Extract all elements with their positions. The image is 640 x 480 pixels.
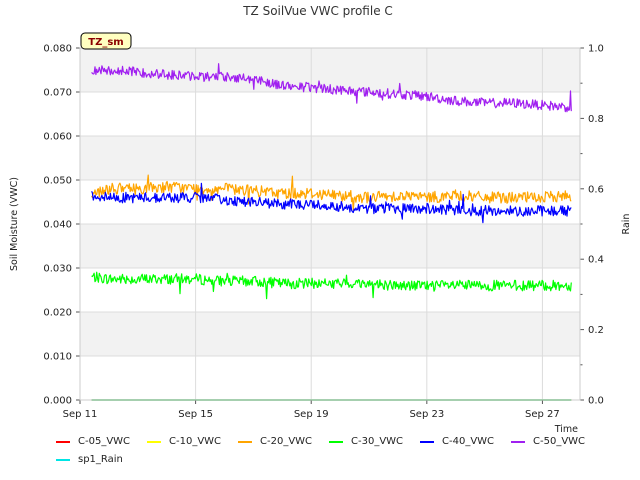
legend-label: C-50_VWC [533,436,586,447]
y-tick-label: 0.030 [43,264,72,275]
y2-tick-label: 0.8 [588,114,604,125]
y-tick-label: 0.050 [43,176,72,187]
legend-label: C-20_VWC [260,436,313,447]
chart: 0.000 0.010 0.020 0.030 0.040 0.050 0.060 0.070… [9,4,632,432]
legend-swatch [238,440,252,443]
legend-item-sp1-rain: sp1_Rain [56,454,123,465]
axes-layer: 0.000 0.010 0.020 0.030 0.040 0.050 0.060 0.070… [43,44,604,421]
x-tick-label: Sep 27 [525,409,560,420]
y2-tick-label: 1.0 [588,44,604,55]
y-tick-label: 0.000 [43,396,72,407]
legend-label: sp1_Rain [78,454,123,465]
station-badge-label: TZ_sm [88,37,123,48]
y-tick-label: 0.010 [43,352,72,363]
series-line-c-20-vwc [91,174,572,211]
x-tick-label: Sep 23 [409,409,444,420]
series-line-c-30-vwc [91,271,572,300]
station-badge: TZ_sm [80,32,132,50]
legend-item-c-50-vwc: C-50_VWC [511,436,585,447]
legend-swatch [147,440,161,443]
x-tick-label: Sep 19 [294,409,329,420]
legend-item-c-05-vwc: C-05_VWC [56,436,130,447]
y-tick-label: 0.070 [43,88,72,99]
y2-axis-label: Rain [621,214,632,235]
legend-swatch [56,458,70,461]
legend-swatch [511,440,525,443]
y2-tick-label: 0.4 [588,255,604,266]
y2-tick-label: 0.6 [588,184,604,195]
y2-tick-label: 0.0 [588,396,604,407]
y-tick-label: 0.020 [43,308,72,319]
legend-swatch [329,440,343,443]
legend-item-c-30-vwc: C-30_VWC [329,436,403,447]
plot-frame [79,47,581,401]
grid-band [80,136,580,180]
legend-swatch [420,440,434,443]
y-tick-label: 0.040 [43,220,72,231]
y-tick-label: 0.080 [43,44,72,55]
legend-item-c-20-vwc: C-20_VWC [238,436,312,447]
legend: C-05_VWC C-10_VWC C-20_VWC C-30_VWC C-40_VWC… [0,432,640,472]
legend-label: C-10_VWC [169,436,222,447]
legend-label: C-40_VWC [442,436,495,447]
y2-tick-label: 0.2 [588,325,604,336]
y-tick-label: 0.060 [43,132,72,143]
x-tick-label: Sep 11 [63,409,98,420]
grid-band [80,312,580,356]
legend-item-c-40-vwc: C-40_VWC [420,436,494,447]
chart-title: TZ SoilVue VWC profile C [242,4,393,18]
legend-label: C-30_VWC [351,436,404,447]
y-axis-label: Soil Moisture (VWC) [9,177,20,271]
legend-label: C-05_VWC [78,436,131,447]
legend-swatch [56,440,70,443]
series-line-c-40-vwc [91,182,572,224]
x-tick-label: Sep 15 [178,409,213,420]
series-line-c-50-vwc [91,63,572,113]
x-axis-label: Time [554,424,578,432]
grid-band [80,224,580,268]
legend-item-c-10-vwc: C-10_VWC [147,436,221,447]
